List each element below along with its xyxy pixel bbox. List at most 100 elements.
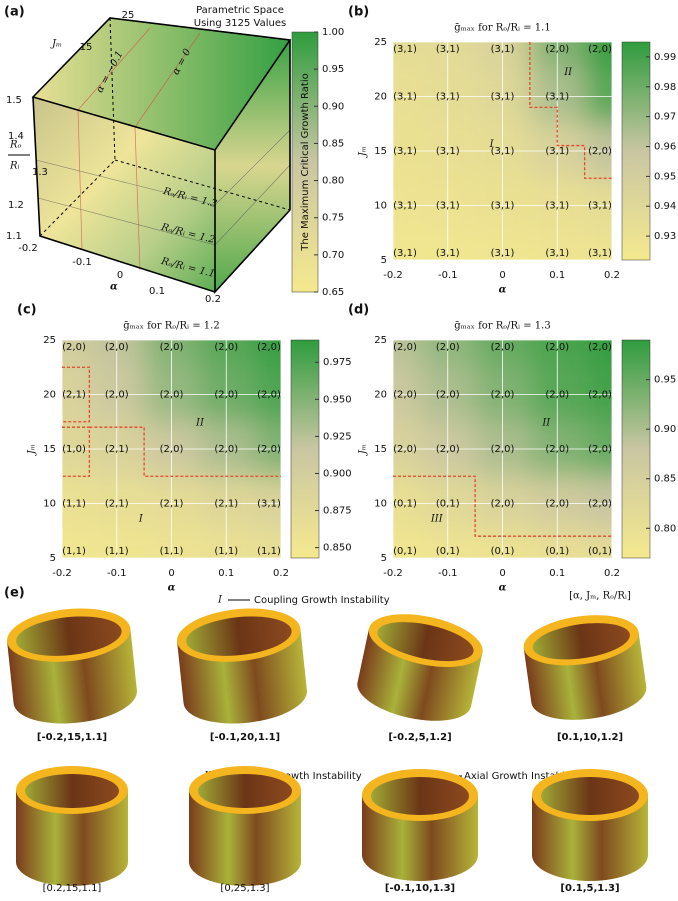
sample-caption: [-0.2,5,1.2] (388, 732, 451, 743)
ring-hole (377, 622, 474, 662)
ring-hole (16, 616, 122, 656)
cell-label: (3,1) (257, 499, 281, 510)
cell-label: (2,0) (545, 390, 569, 401)
cell-label: (3,1) (491, 201, 515, 212)
tick-label: 1.2 (8, 200, 24, 211)
axis-label: Rₒ (9, 140, 22, 151)
colorbar-label: The Maximum Critical Growth Ratio (300, 73, 311, 251)
cell-label: (3,1) (545, 248, 569, 259)
cell-label: (3,1) (545, 146, 569, 157)
cell-label: (3,1) (393, 201, 417, 212)
cell-label: (3,1) (491, 44, 515, 55)
heat-cell (393, 42, 421, 70)
heat-cell (253, 530, 281, 558)
cell-label: (2,0) (214, 390, 238, 401)
cell-label: (3,1) (491, 248, 515, 259)
y-tick-label: 10 (43, 499, 56, 510)
colorbar-tick-label: 0.85 (322, 138, 344, 149)
tick-label: 1.4 (8, 131, 24, 142)
region-boundary (62, 426, 91, 477)
colorbar-tick-label: 0.93 (654, 231, 676, 242)
cell-label: (3,1) (393, 146, 417, 157)
cell-label: (2,0) (545, 444, 569, 455)
mode-name: Hoop Growth Instability (244, 771, 362, 782)
tick-label: -0.1 (72, 257, 92, 268)
tick-label: 25 (122, 10, 135, 21)
cell-label: (3,1) (393, 44, 417, 55)
cell-label: (3,1) (393, 92, 417, 103)
cell-label: (2,0) (588, 444, 612, 455)
heat-cell (393, 232, 421, 260)
colorbar-tick-label: 0.900 (323, 468, 352, 479)
colorbar-tick-label: 0.85 (654, 474, 676, 485)
y-tick-label: 15 (374, 146, 387, 157)
colorbar-tick-label: 0.99 (654, 52, 676, 63)
mode-name: Axial Growth Instability (464, 771, 580, 782)
cell-label: (1,1) (105, 546, 129, 557)
ring-hole (371, 777, 469, 815)
cell-label: (2,1) (62, 390, 86, 401)
note: Parametric Space (196, 5, 284, 16)
hidden-edges (39, 17, 291, 237)
y-axis-label: Jₘ (358, 444, 369, 456)
cell-label: (2,0) (62, 342, 86, 353)
cube-right (215, 40, 290, 292)
cell-label: (0,1) (491, 546, 515, 557)
region-label: III (430, 513, 444, 524)
cell-label: (1,1) (257, 546, 281, 557)
ring-hole (25, 774, 119, 808)
region-label: I (138, 513, 144, 524)
colorbar-tick-label: 0.850 (323, 543, 352, 554)
y-axis-label: Jₘ (27, 444, 38, 456)
region-label: II (541, 417, 551, 428)
panel-label: (c) (17, 303, 37, 318)
colorbar-tick-label: 0.75 (322, 213, 344, 224)
y-tick-label: 10 (374, 499, 387, 510)
y-tick-label: 25 (43, 335, 56, 346)
cell-label: (3,1) (491, 146, 515, 157)
cell-label: (3,1) (393, 248, 417, 259)
ring (357, 614, 483, 721)
sample-caption: [0.2,15,1.1] (43, 883, 102, 894)
region-boundary (393, 475, 612, 537)
x-axis-label: α (499, 583, 507, 594)
colorbar-tick-label: 1.00 (322, 27, 344, 38)
y-tick-label: 15 (43, 444, 56, 455)
x-tick-label: -0.2 (383, 568, 403, 579)
mode-symbol: I (217, 595, 223, 606)
cell-label: (2,0) (545, 342, 569, 353)
region-boundary (529, 42, 612, 179)
region-boundary (62, 366, 91, 423)
heat-cell (62, 530, 90, 558)
sample-caption: [-0.1,10,1.3] (385, 883, 455, 894)
ring-hole (532, 623, 630, 660)
y-tick-label: 5 (381, 553, 387, 564)
x-tick-label: -0.2 (52, 568, 72, 579)
heat-cell (393, 340, 421, 368)
tick-label: 0.1 (149, 286, 165, 297)
x-tick-label: 0.1 (218, 568, 234, 579)
sample-caption: [-0.2,15,1.1] (37, 732, 107, 743)
panel: -0.2 -0.1 0 0.1 0.2 5 10 15 20 25 (0,1) (0,1) (0,1) (… (348, 303, 676, 594)
x-tick-label: -0.1 (107, 568, 127, 579)
panel-label: (a) (4, 5, 25, 20)
x-tick-label: 0.1 (549, 270, 565, 281)
x-tick-label: 0 (168, 568, 174, 579)
cell-label: (1,0) (62, 444, 86, 455)
region-boundary (89, 426, 281, 477)
colorbar-tick-label: 0.80 (322, 176, 344, 187)
cube-top (33, 18, 290, 150)
colorbar-tick-label: 0.95 (654, 375, 676, 386)
cell-label: (2,0) (491, 342, 515, 353)
cell-label: (0,1) (393, 499, 417, 510)
colorbar (621, 41, 651, 261)
ring-hole (541, 777, 639, 815)
region-label: II (563, 67, 573, 78)
y-tick-label: 5 (50, 553, 56, 564)
y-tick-label: 25 (374, 335, 387, 346)
cell-label: (3,1) (436, 92, 460, 103)
cell-label: (0,1) (436, 499, 460, 510)
sample-caption: [0.1,5,1.3] (560, 883, 619, 894)
colorbar-tick-label: 0.975 (323, 357, 352, 368)
chart-title: ḡₘₐₓ for Rₒ/Rᵢ = 1.2 (123, 321, 219, 332)
